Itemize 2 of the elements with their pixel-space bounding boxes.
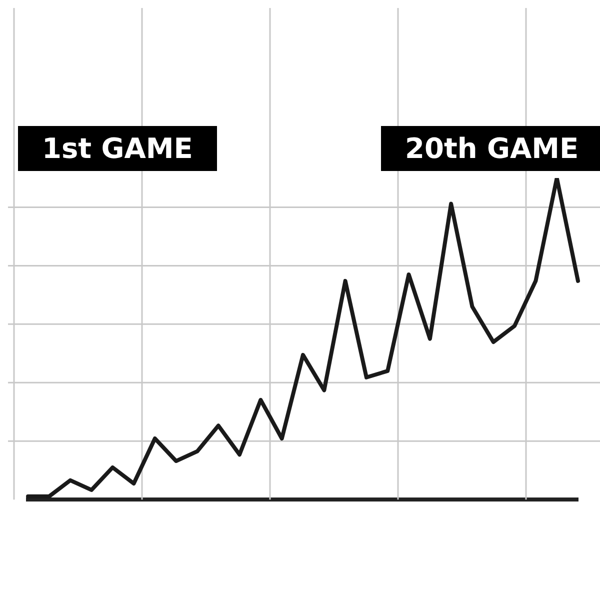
text: 20th GAME xyxy=(381,126,600,171)
text: 1st GAME xyxy=(18,126,217,171)
